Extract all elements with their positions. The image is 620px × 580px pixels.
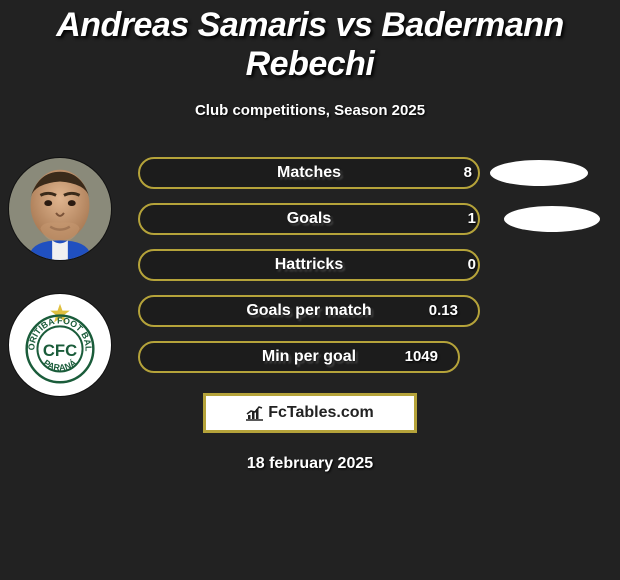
page-title: Andreas Samaris vs Badermann Rebechi	[0, 0, 620, 84]
chart-icon	[246, 405, 264, 421]
brand-box[interactable]: FcTables.com	[203, 393, 417, 433]
stat-value: 0	[436, 249, 476, 281]
stat-value: 1	[436, 203, 476, 235]
stat-row: Hattricks0	[0, 249, 620, 281]
stat-row: Min per goal1049	[0, 341, 620, 373]
subtitle: Club competitions, Season 2025	[0, 102, 620, 119]
brand-text: FcTables.com	[268, 404, 374, 422]
stat-row: Goals1	[0, 203, 620, 235]
date-text: 18 february 2025	[0, 455, 620, 473]
stat-value: 1049	[398, 341, 438, 373]
stat-label: Hattricks	[138, 249, 480, 281]
comparison-content: CORITIBA FOOT BALL PARANÁ CFC Matches8Go…	[0, 157, 620, 473]
comparison-ellipse	[490, 160, 588, 186]
stat-row: Matches8	[0, 157, 620, 189]
stat-value: 8	[432, 157, 472, 189]
comparison-ellipse	[504, 206, 600, 232]
stat-label: Goals	[138, 203, 480, 235]
stat-row: Goals per match0.13	[0, 295, 620, 327]
stat-value: 0.13	[418, 295, 458, 327]
stat-label: Matches	[138, 157, 480, 189]
